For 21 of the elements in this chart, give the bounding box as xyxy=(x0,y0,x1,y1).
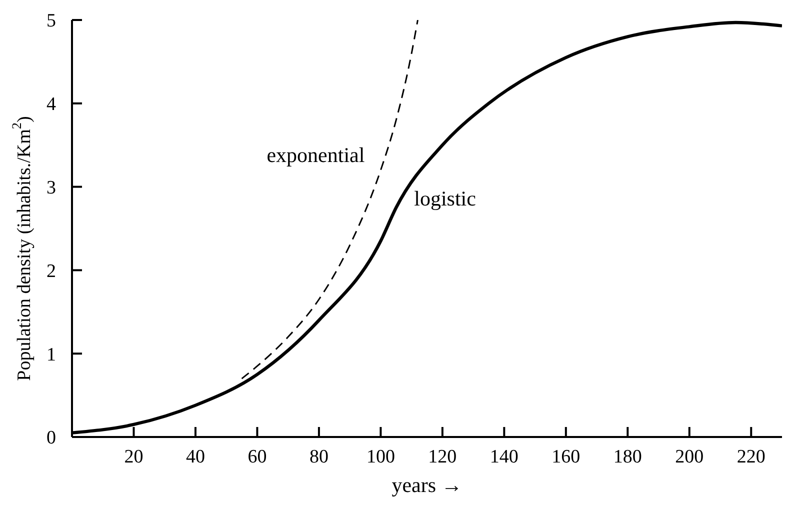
y-tick-label: 3 xyxy=(46,178,56,199)
x-tick-label: 180 xyxy=(613,446,642,468)
line-series xyxy=(72,20,782,434)
y-tick-label: 0 xyxy=(46,428,56,449)
series-label: exponential xyxy=(266,143,365,168)
y-tick-label: 1 xyxy=(46,344,56,366)
x-tick-label: 140 xyxy=(490,446,518,468)
x-tick-label: 80 xyxy=(309,446,328,468)
x-tick-label: 60 xyxy=(248,446,267,468)
series-label: logistic xyxy=(414,186,476,211)
y-tick-label: 4 xyxy=(46,94,56,116)
x-tick-label: 200 xyxy=(675,446,704,468)
x-axis-title: years → xyxy=(392,473,462,497)
x-tick-label: 20 xyxy=(124,446,144,468)
x-tick-label: 40 xyxy=(186,446,205,468)
y-tick-label: 5 xyxy=(46,10,56,32)
x-tick-label: 120 xyxy=(428,446,457,468)
x-tick-label: 160 xyxy=(552,446,580,468)
x-tick-label: 100 xyxy=(366,446,395,468)
x-tick-label: 220 xyxy=(736,446,766,468)
y-tick-label: 2 xyxy=(46,260,56,282)
